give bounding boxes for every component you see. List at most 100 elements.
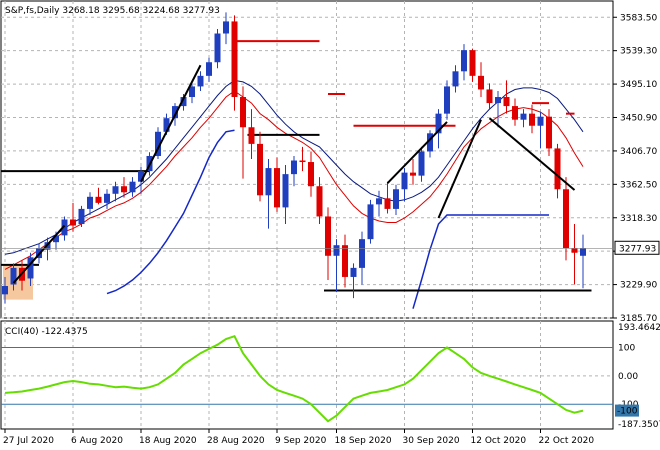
axis-labels: 3583.50 3539.30 3495.10 3450.90 3406.70 3362.…: [1, 13, 660, 446]
candle-bull: [53, 235, 59, 243]
candle-bull: [444, 86, 450, 114]
lower-band-line: [106, 129, 235, 295]
candle-bull: [163, 118, 170, 132]
candle-bull: [435, 113, 442, 134]
candle-bull: [180, 97, 187, 107]
ma-slow-line: [4, 79, 584, 255]
lower-band-line: [412, 214, 549, 309]
price-axis-label: 3450.90: [620, 114, 657, 124]
cci-axis-label: -187.3507: [618, 420, 660, 430]
date-axis-label: 12 Oct 2020: [471, 436, 527, 446]
candle-bull: [350, 267, 357, 277]
trend-line: [488, 117, 576, 191]
candle-bull: [87, 196, 93, 209]
candle-bear: [478, 75, 484, 90]
candle-bull: [27, 257, 34, 279]
candle-bull: [580, 248, 586, 256]
candle-bull: [367, 204, 374, 240]
candle-bear: [546, 116, 552, 149]
price-axis-label: 3318.30: [620, 214, 657, 224]
candle-bear: [554, 148, 561, 190]
candle-bull: [129, 181, 136, 193]
ma-fast-line: [4, 90, 584, 270]
candle-bear: [248, 127, 255, 144]
candle-bull: [537, 116, 544, 126]
candle-bear: [342, 245, 348, 277]
candle-bull: [452, 71, 459, 87]
candle-bull: [418, 151, 425, 176]
candle-bull: [214, 33, 221, 63]
candle-bear: [512, 106, 518, 120]
candle-bear: [571, 248, 578, 253]
candle-bear: [410, 172, 416, 176]
price-axis-label: 3229.90: [620, 281, 657, 291]
date-axis-label: 18 Aug 2020: [139, 436, 197, 446]
candle-bull: [461, 50, 467, 72]
cci-current-marker: [615, 404, 639, 417]
cci-header: CCI(40) -122.4375: [5, 327, 88, 337]
candle-bull: [520, 113, 527, 120]
candle-bear: [95, 196, 102, 203]
price-axis-label: 3495.10: [620, 80, 657, 90]
candle-bull: [112, 186, 119, 194]
current-price-box: [614, 240, 660, 255]
candle-bull: [376, 198, 382, 205]
candle-bear: [563, 189, 569, 249]
price-axis-label: 3539.30: [620, 47, 657, 57]
candle-bull: [206, 62, 212, 76]
candle-bear: [529, 113, 535, 126]
candle-bull: [359, 239, 365, 268]
date-axis-label: 30 Sep 2020: [403, 436, 460, 446]
candle-bear: [316, 186, 323, 217]
price-axis-label: 3362.50: [620, 180, 657, 190]
date-axis-label: 9 Sep 2020: [275, 436, 327, 446]
candle-bull: [333, 245, 340, 256]
candle-bull: [10, 267, 17, 285]
candle-bear: [486, 89, 493, 104]
price-axis-label: 3583.50: [620, 13, 657, 23]
candle-bull: [291, 160, 297, 175]
date-axis-label: 28 Aug 2020: [207, 436, 265, 446]
trend-line: [386, 121, 448, 184]
candle-bear: [70, 219, 76, 226]
candle-bull: [197, 75, 204, 87]
cci-axis-label: 100: [618, 344, 635, 354]
candle-bull: [393, 189, 399, 209]
date-axis-label: 27 Jul 2020: [3, 436, 54, 446]
date-axis-label: 22 Oct 2020: [539, 436, 595, 446]
trend-line: [140, 64, 202, 183]
candle-bear: [325, 216, 331, 256]
price-axis-label: 3185.70: [620, 314, 657, 324]
candle-bull: [265, 168, 272, 196]
cci-line: [4, 334, 584, 423]
date-axis-label: 18 Sep 2020: [335, 436, 392, 446]
cci-current-marker-label: -100: [617, 407, 638, 417]
candle-bull: [155, 131, 161, 156]
candle-bull: [78, 208, 85, 225]
current-price-label: 3277.93: [619, 244, 656, 254]
candle-bear: [274, 168, 280, 208]
candle-bear: [257, 143, 263, 196]
candle-bull: [104, 193, 110, 203]
symbol-header: S&P,fs,Daily 3268.18 3295.68 3224.68 327…: [5, 6, 220, 16]
trend-line: [12, 224, 66, 284]
candle-bull: [282, 174, 289, 208]
price-plot: [1, 12, 592, 309]
candle-bear: [503, 97, 510, 107]
candle-bear: [240, 97, 246, 128]
candle-bull: [401, 172, 408, 190]
cci-plot: [4, 334, 584, 423]
candle-bear: [231, 21, 238, 98]
candle-bear: [299, 160, 306, 163]
date-axis-label: 6 Aug 2020: [71, 436, 123, 446]
candle-bear: [308, 162, 314, 187]
candle-bear: [384, 198, 391, 209]
trend-line: [437, 119, 482, 219]
candle-bull: [2, 286, 8, 295]
candle-bull: [138, 171, 144, 182]
cci-panel-frame: [0, 320, 614, 430]
cci-axis-label: 193.4642: [618, 323, 660, 333]
cci-axis-label: 0.00: [618, 372, 638, 382]
candle-bull: [223, 21, 229, 34]
